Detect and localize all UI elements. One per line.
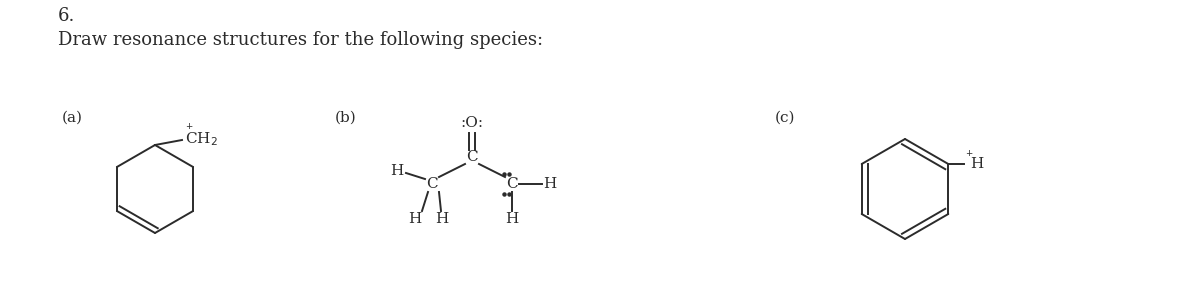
Text: H: H [436, 212, 449, 226]
Text: H: H [971, 157, 984, 171]
Text: (b): (b) [335, 111, 356, 125]
Text: 6.: 6. [58, 7, 76, 25]
Text: C: C [426, 177, 438, 191]
Text: :O:: :O: [461, 116, 484, 130]
Text: H: H [390, 164, 403, 178]
Text: (a): (a) [62, 111, 83, 125]
Text: $^+$: $^+$ [965, 150, 974, 163]
Text: Draw resonance structures for the following species:: Draw resonance structures for the follow… [58, 31, 544, 49]
Text: C: C [466, 150, 478, 164]
Text: H: H [544, 177, 557, 191]
Text: H: H [408, 212, 421, 226]
Text: CH$_2$: CH$_2$ [185, 130, 217, 148]
Text: H: H [505, 212, 518, 226]
Text: $^+$: $^+$ [184, 122, 194, 135]
Text: C: C [506, 177, 518, 191]
Text: (c): (c) [775, 111, 796, 125]
